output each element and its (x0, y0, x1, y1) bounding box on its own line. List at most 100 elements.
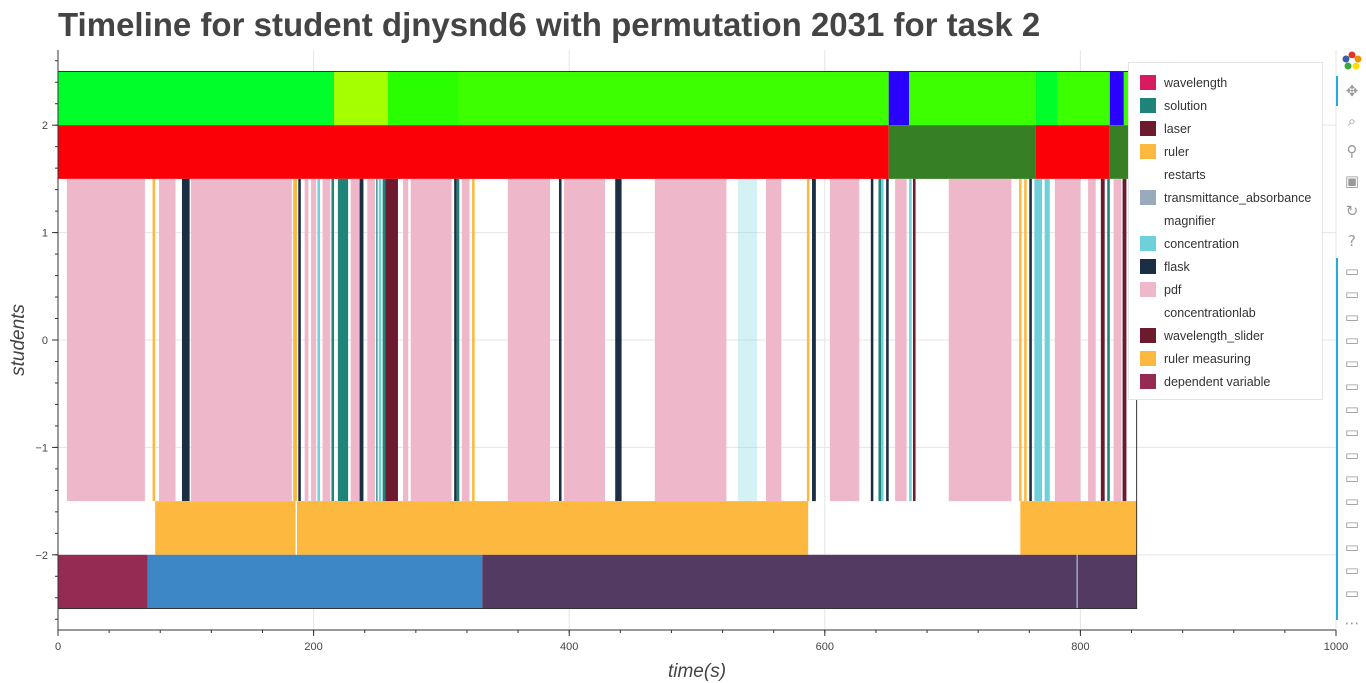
wheel-zoom-icon[interactable]: ⚲ (1346, 142, 1358, 160)
timeline-bar (558, 178, 562, 502)
timeline-bar (888, 71, 910, 126)
timeline-bar (1029, 178, 1032, 502)
y-tick-label: −2 (35, 550, 48, 562)
timeline-bar (155, 501, 296, 555)
timeline-bar (382, 178, 386, 502)
timeline-bar (378, 178, 382, 502)
timeline-bar (909, 178, 912, 502)
more-tools-icon[interactable]: ⋯ (1344, 614, 1360, 632)
hover-tool-icon[interactable]: ▭ (1344, 469, 1360, 487)
legend: wavelength solution laser ruler restarts tran… (1128, 62, 1323, 400)
legend-item[interactable]: ruler (1129, 140, 1322, 163)
legend-item[interactable]: concentration (1129, 232, 1322, 255)
timeline-bar (298, 178, 301, 502)
timeline-bar (1088, 178, 1096, 502)
timeline-bar (482, 554, 1077, 609)
legend-item[interactable]: concentrationlab (1129, 301, 1322, 324)
timeline-bar (152, 178, 156, 502)
hover-tool-icon[interactable]: ▭ (1344, 584, 1360, 602)
timeline-bar (334, 71, 388, 126)
timeline-bar (878, 178, 882, 502)
legend-label: solution (1164, 98, 1208, 113)
legend-label: dependent variable (1164, 374, 1271, 389)
pan-icon[interactable]: ✥ (1345, 82, 1359, 100)
save-icon[interactable]: ▣ (1344, 172, 1360, 190)
y-tick-label: 1 (42, 228, 48, 240)
timeline-bar (1122, 178, 1127, 502)
timeline-bar (909, 71, 1036, 126)
x-tick-label: 600 (816, 641, 834, 653)
legend-swatch (1140, 374, 1156, 389)
timeline-bar (385, 178, 398, 502)
legend-swatch (1140, 144, 1156, 159)
hover-tool-icon[interactable]: ▭ (1344, 538, 1360, 556)
timeline-bar (1109, 125, 1129, 179)
legend-label: concentrationlab (1164, 305, 1256, 320)
timeline-bar (350, 178, 360, 502)
legend-item[interactable]: pdf (1129, 278, 1322, 301)
legend-item[interactable]: wavelength_slider (1129, 324, 1322, 347)
reset-icon[interactable]: ↻ (1345, 202, 1359, 220)
timeline-bar (1034, 178, 1043, 502)
box-zoom-icon[interactable]: ⌕ (1347, 112, 1357, 130)
y-tick-label: −1 (35, 442, 48, 454)
timeline-bar (806, 178, 810, 502)
timeline-bar (158, 178, 176, 502)
legend-item[interactable]: transmittance_absorbance (1129, 186, 1322, 209)
y-axis-label: students (8, 304, 29, 376)
y-tick-label: 2 (42, 120, 48, 132)
legend-swatch (1140, 259, 1156, 274)
hover-tool-icon[interactable]: ▭ (1344, 492, 1360, 510)
legend-item[interactable]: wavelength (1129, 71, 1322, 94)
hover-tool-icon[interactable]: ▭ (1344, 262, 1360, 280)
hover-tool-icon[interactable]: ▭ (1344, 400, 1360, 418)
hover-tool-icon[interactable]: ▭ (1344, 446, 1360, 464)
hover-tool-icon[interactable]: ▭ (1344, 331, 1360, 349)
timeline-bar (1054, 178, 1081, 502)
timeline-bars (57, 70, 1138, 610)
hover-tool-icon[interactable]: ▭ (1344, 285, 1360, 303)
legend-item[interactable]: dependent variable (1129, 370, 1322, 393)
x-tick-label: 800 (1071, 641, 1089, 653)
hover-tool-icon[interactable]: ▭ (1344, 354, 1360, 372)
timeline-bar (812, 178, 816, 502)
hover-tool-icon[interactable]: ▭ (1344, 377, 1360, 395)
timeline-bar (1109, 71, 1124, 126)
legend-item[interactable]: restarts (1129, 163, 1322, 186)
timeline-bar (1077, 554, 1137, 609)
hover-tool-icon[interactable]: ▭ (1344, 308, 1360, 326)
x-tick-label: 0 (55, 641, 61, 653)
legend-swatch (1140, 282, 1156, 297)
timeline-bar (58, 554, 148, 609)
hover-tool-icon[interactable]: ▭ (1344, 515, 1360, 533)
help-icon[interactable]: ? (1348, 232, 1356, 250)
timeline-bar (1107, 178, 1110, 502)
legend-item[interactable]: flask (1129, 255, 1322, 278)
timeline-bar (304, 178, 309, 502)
timeline-bar (737, 178, 758, 502)
legend-label: ruler measuring (1164, 351, 1251, 366)
legend-label: restarts (1164, 167, 1206, 182)
hover-tool-icon[interactable]: ▭ (1344, 561, 1360, 579)
timeline-bar (507, 178, 551, 502)
timeline-bar (1019, 178, 1022, 502)
timeline-bar (564, 178, 605, 502)
timeline-bar (458, 71, 889, 126)
legend-item[interactable]: magnifier (1129, 209, 1322, 232)
plot-toolbar: ✥ ⌕ ⚲ ▣ ↻ ? ▭ ▭ ▭ ▭ ▭ ▭ ▭ ▭ ▭ ▭ ▭ ▭ ▭ ▭ … (1336, 46, 1366, 636)
timeline-bar (317, 178, 320, 502)
x-tick-label: 1000 (1324, 641, 1348, 653)
legend-swatch (1140, 305, 1156, 320)
legend-item[interactable]: ruler measuring (1129, 347, 1322, 370)
timeline-bar (886, 178, 889, 502)
timeline-bar (1100, 178, 1105, 502)
timeline-bar (766, 178, 782, 502)
bokeh-logo-icon[interactable] (1341, 50, 1363, 72)
x-tick-label: 400 (560, 641, 578, 653)
legend-label: magnifier (1164, 213, 1216, 228)
timeline-bar (456, 178, 460, 502)
legend-item[interactable]: laser (1129, 117, 1322, 140)
legend-label: wavelength (1164, 75, 1228, 90)
legend-item[interactable]: solution (1129, 94, 1322, 117)
hover-tool-icon[interactable]: ▭ (1344, 423, 1360, 441)
